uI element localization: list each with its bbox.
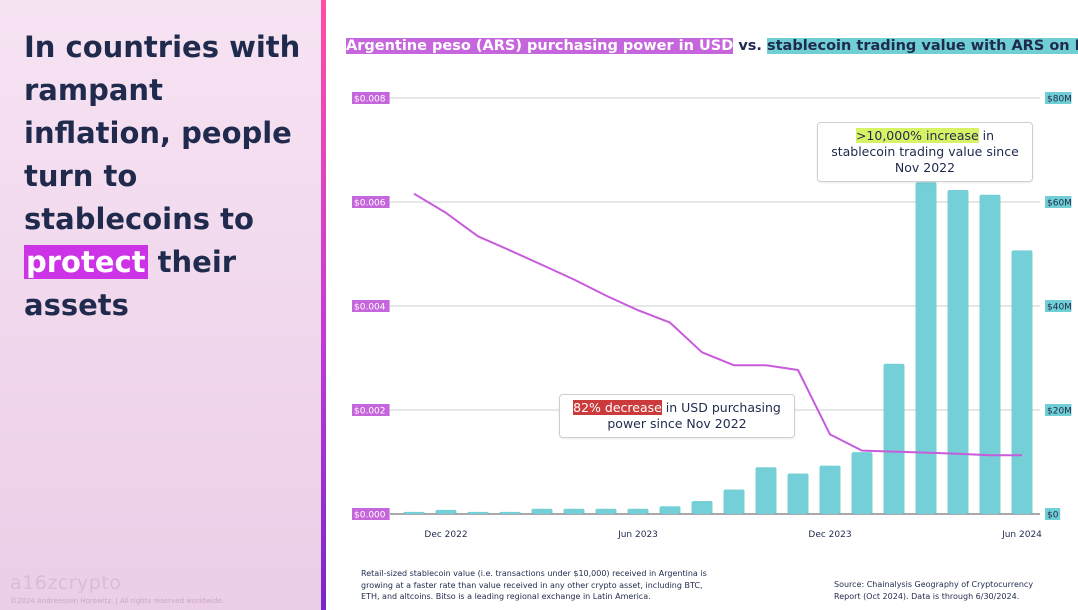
chart-title-vs: vs. [733,38,767,54]
footnote: Retail-sized stablecoin value (i.e. tran… [361,569,707,601]
right-tick-label: $40M [1047,303,1072,313]
x-tick-label: Dec 2023 [808,530,851,540]
callout-decrease-highlight: 82% decrease [573,400,662,415]
left-tick-bg [352,300,390,312]
purchasing-power-line [413,192,1022,457]
bar [499,511,521,514]
left-tick-label: $0.006 [354,199,386,209]
left-tick-bg [352,508,390,520]
headline-highlight: protect [24,245,148,279]
bar [659,506,681,514]
right-tick-bg [1045,404,1072,416]
bar [595,508,617,514]
bar [531,508,553,514]
bar [1011,250,1033,515]
left-tick-bg [352,404,390,416]
right-tick-label: $0 [1047,511,1059,521]
right-tick-bg [1045,92,1072,104]
axes: $0.000 $0 $0.002 $20M $0.004 $40M $0.006 $60M $0… [352,92,1072,540]
bar [979,194,1001,514]
x-tick-label: Dec 2022 [424,530,467,540]
left-tick-label: $0.000 [354,511,386,521]
callout-increase: >10,000% increase in stablecoin trading … [817,122,1033,182]
bar [787,473,809,514]
left-tick-label: $0.004 [354,303,386,313]
chart-title-stablecoin: stablecoin trading value with ARS on Bit… [766,38,1078,54]
bar [883,363,905,514]
left-tick-label: $0.008 [354,95,386,105]
panel-divider [321,0,326,610]
bar [467,511,489,514]
right-tick-bg [1045,508,1061,520]
right-tick-label: $80M [1047,95,1072,105]
bar [435,509,457,514]
copyright: ©2024 Andreessen Horowitz. | All rights … [10,597,225,605]
chart-title-ars: Argentine peso (ARS) purchasing power in… [346,38,734,54]
bar [627,508,649,514]
bar [691,501,713,514]
x-tick-label: Jun 2023 [617,530,658,540]
callout-decrease: 82% decrease in USD purchasing power sin… [559,394,795,438]
bar [851,452,873,514]
headline-before: In countries with rampant inflation, peo… [24,30,301,236]
bar [723,489,745,514]
chart-title: Argentine peso (ARS) purchasing power in… [346,38,1078,54]
source-note: Source: Chainalysis Geography of Cryptoc… [834,580,1034,601]
x-tick-label: Jun 2024 [1001,530,1042,540]
callout-increase-text: in stablecoin trading value since Nov 20… [831,128,1019,175]
bar [819,465,841,514]
bar [947,190,969,515]
bar [915,182,937,515]
line-series [413,192,1022,457]
callout-decrease-text: in USD purchasing power since Nov 2022 [607,400,781,431]
right-tick-bg [1045,300,1072,312]
right-tick-label: $20M [1047,407,1072,417]
bar [403,511,425,514]
right-tick-label: $60M [1047,199,1072,209]
left-tick-bg [352,92,390,104]
right-tick-bg [1045,196,1072,208]
left-tick-label: $0.002 [354,407,386,417]
bar [563,508,585,514]
bar [755,467,777,514]
left-panel [0,0,323,610]
headline-after: their assets [24,245,237,322]
left-tick-bg [352,196,390,208]
bars [403,182,1033,515]
headline: In countries with rampant inflation, peo… [24,26,314,327]
callout-increase-highlight: >10,000% increase [855,128,979,143]
brand-logo: a16zcrypto [10,572,122,594]
